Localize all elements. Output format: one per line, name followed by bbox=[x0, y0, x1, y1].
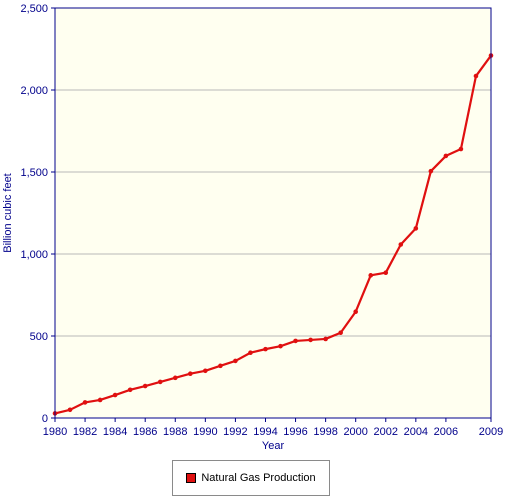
x-tick-label: 1990 bbox=[193, 426, 217, 438]
x-axis-ticks: 1980 1982 1984 1986 1988 1990 1992 1994 1996 1998… bbox=[43, 418, 503, 438]
data-point bbox=[383, 270, 389, 275]
legend-label: Natural Gas Production bbox=[201, 472, 316, 484]
y-tick-label: 1,000 bbox=[20, 249, 48, 261]
x-tick-label: 1980 bbox=[43, 426, 67, 438]
x-tick-label: 1988 bbox=[163, 426, 187, 438]
y-axis-ticks: 0 500 1,000 1,500 2,000 2,500 bbox=[20, 3, 55, 425]
data-point bbox=[338, 330, 343, 336]
x-tick-label: 1996 bbox=[283, 426, 307, 438]
x-tick-label: 1982 bbox=[73, 426, 97, 438]
data-point bbox=[157, 379, 163, 385]
data-point bbox=[398, 242, 404, 247]
data-point bbox=[308, 337, 313, 343]
y-tick-label: 1,500 bbox=[20, 167, 48, 179]
data-point bbox=[218, 363, 223, 369]
data-point bbox=[233, 358, 238, 364]
data-point bbox=[368, 273, 374, 278]
legend: Natural Gas Production bbox=[172, 460, 330, 496]
data-point bbox=[278, 343, 283, 349]
plot-area bbox=[55, 8, 491, 418]
data-point bbox=[413, 226, 419, 231]
data-point bbox=[323, 336, 328, 342]
y-axis-label: Billion cubic feet bbox=[2, 173, 14, 253]
y-tick-label: 2,000 bbox=[20, 85, 48, 97]
data-point bbox=[293, 338, 298, 344]
data-point bbox=[263, 346, 268, 352]
data-point bbox=[172, 375, 178, 381]
x-tick-label: 2002 bbox=[374, 426, 398, 438]
data-point bbox=[67, 407, 73, 413]
data-point bbox=[112, 392, 118, 398]
x-tick-label: 1994 bbox=[253, 426, 277, 438]
x-tick-label: 1986 bbox=[133, 426, 157, 438]
x-tick-label: 1992 bbox=[223, 426, 247, 438]
plot-border bbox=[54, 7, 492, 419]
data-point bbox=[248, 350, 253, 356]
series-layer bbox=[52, 53, 494, 416]
data-point bbox=[188, 371, 193, 377]
data-point bbox=[142, 383, 148, 389]
legend-swatch bbox=[186, 473, 197, 483]
data-point bbox=[127, 387, 133, 393]
series-line bbox=[54, 54, 492, 415]
axes bbox=[54, 7, 492, 419]
data-point bbox=[203, 368, 208, 374]
data-point bbox=[443, 153, 449, 159]
x-tick-label: 2004 bbox=[404, 426, 428, 438]
y-tick-label: 500 bbox=[30, 331, 48, 343]
x-tick-label: 2009 bbox=[479, 426, 503, 438]
x-tick-label: 1998 bbox=[313, 426, 337, 438]
x-axis-label: Year bbox=[262, 440, 285, 452]
y-tick-label: 2,500 bbox=[20, 3, 48, 15]
data-point bbox=[353, 309, 358, 315]
data-point bbox=[458, 146, 464, 152]
x-tick-label: 2000 bbox=[343, 426, 367, 438]
y-tick-label: 0 bbox=[42, 413, 48, 425]
x-tick-label: 2006 bbox=[434, 426, 458, 438]
data-point bbox=[428, 168, 434, 174]
data-point bbox=[473, 73, 479, 79]
x-tick-label: 1984 bbox=[103, 426, 127, 438]
data-point bbox=[97, 397, 103, 403]
data-point bbox=[82, 400, 88, 405]
